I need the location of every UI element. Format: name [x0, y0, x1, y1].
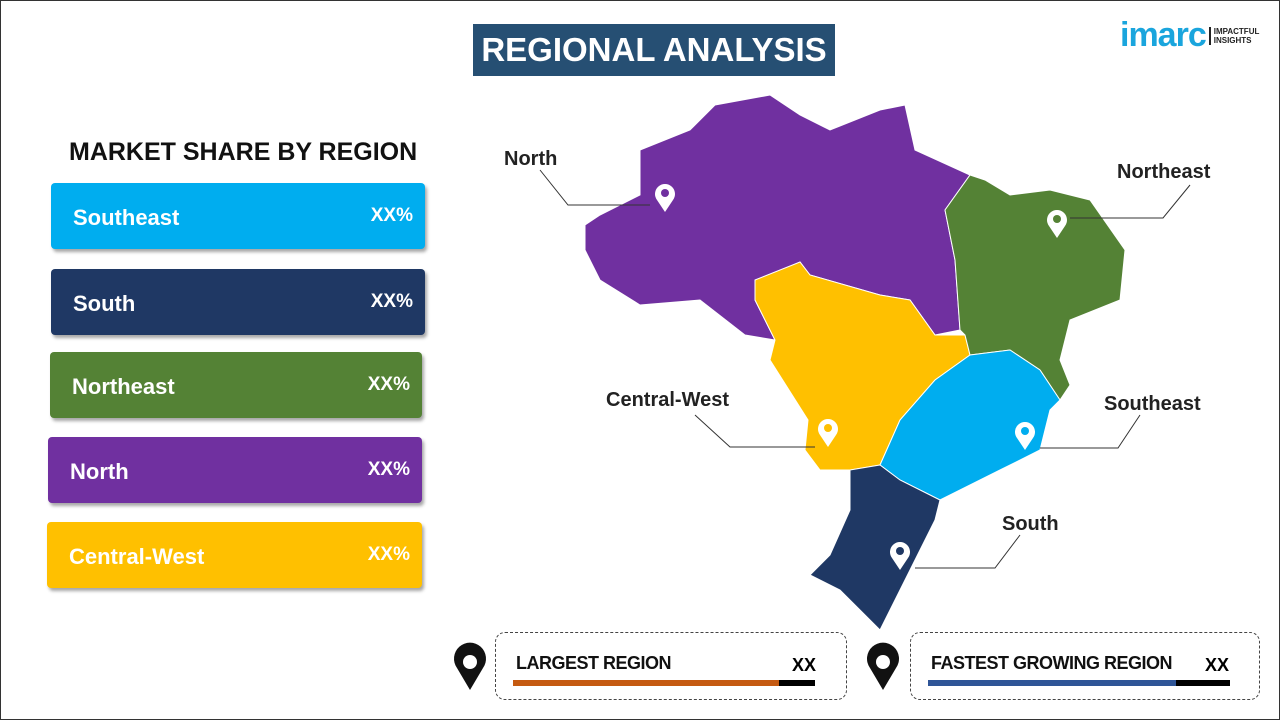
region-name: Southeast: [73, 205, 180, 230]
region-share: XX%: [370, 205, 413, 226]
pin-central-west-icon: [818, 419, 839, 447]
largest-region-label: LARGEST REGION: [516, 653, 672, 673]
leader-lines: [539, 169, 1191, 569]
largest-region-bar: [513, 680, 815, 686]
largest-region-card: LARGEST REGION XX: [495, 632, 847, 700]
region-share: XX%: [367, 459, 410, 480]
logo-brand: imarc: [1120, 16, 1207, 54]
fastest-growing-label: FASTEST GROWING REGION: [931, 653, 1173, 673]
region-south: [809, 464, 941, 631]
label-central-west: Central-West: [606, 389, 729, 411]
region-northeast: [944, 174, 1126, 401]
region-share: XX%: [370, 291, 413, 312]
pin-north-icon: [654, 184, 675, 212]
region-name: Northeast: [72, 374, 175, 399]
label-northeast: Northeast: [1117, 161, 1211, 183]
region-name: South: [73, 291, 136, 316]
market-share-heading: MARKET SHARE BY REGION: [69, 138, 418, 166]
label-north: North: [504, 148, 558, 170]
market-share-bar-south: South XX%: [51, 269, 425, 335]
market-share-bar-north: North XX%: [48, 437, 422, 503]
market-share-bar-southeast: Southeast XX%: [51, 183, 425, 249]
fastest-growing-bar: [928, 680, 1230, 686]
region-name: North: [70, 459, 129, 484]
pin-south-icon: [890, 542, 910, 570]
region-share: XX%: [367, 544, 410, 565]
market-share-bar-central-west: Central-West XX%: [47, 522, 422, 588]
fastest-growing-card: FASTEST GROWING REGION XX: [910, 632, 1260, 700]
card-pins: [454, 642, 899, 690]
largest-region-value: XX: [791, 655, 816, 675]
region-share: XX%: [367, 374, 410, 395]
region-southeast: [879, 349, 1061, 501]
pin-southeast-icon: [1015, 421, 1035, 450]
logo-tagline: IMPACTFUL INSIGHTS: [1208, 26, 1259, 45]
region-name: Central-West: [69, 544, 205, 569]
market-share-bar-northeast: Northeast XX%: [50, 352, 422, 418]
map-pins: [654, 184, 1067, 570]
label-south: South: [1002, 513, 1059, 535]
page-title: REGIONAL ANALYSIS: [473, 24, 835, 76]
imarc-logo: imarc IMPACTFUL INSIGHTS: [1120, 16, 1259, 55]
fastest-growing-value: XX: [1204, 655, 1229, 675]
label-southeast: Southeast: [1104, 393, 1201, 415]
pin-northeast-icon: [1047, 210, 1067, 238]
